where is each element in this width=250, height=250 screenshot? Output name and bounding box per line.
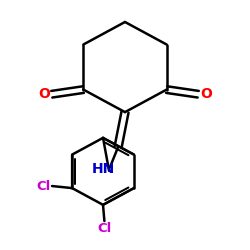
Text: HN: HN (92, 162, 115, 176)
Text: Cl: Cl (97, 222, 112, 234)
Text: O: O (38, 87, 50, 101)
Text: Cl: Cl (37, 180, 51, 192)
Text: O: O (200, 87, 212, 101)
